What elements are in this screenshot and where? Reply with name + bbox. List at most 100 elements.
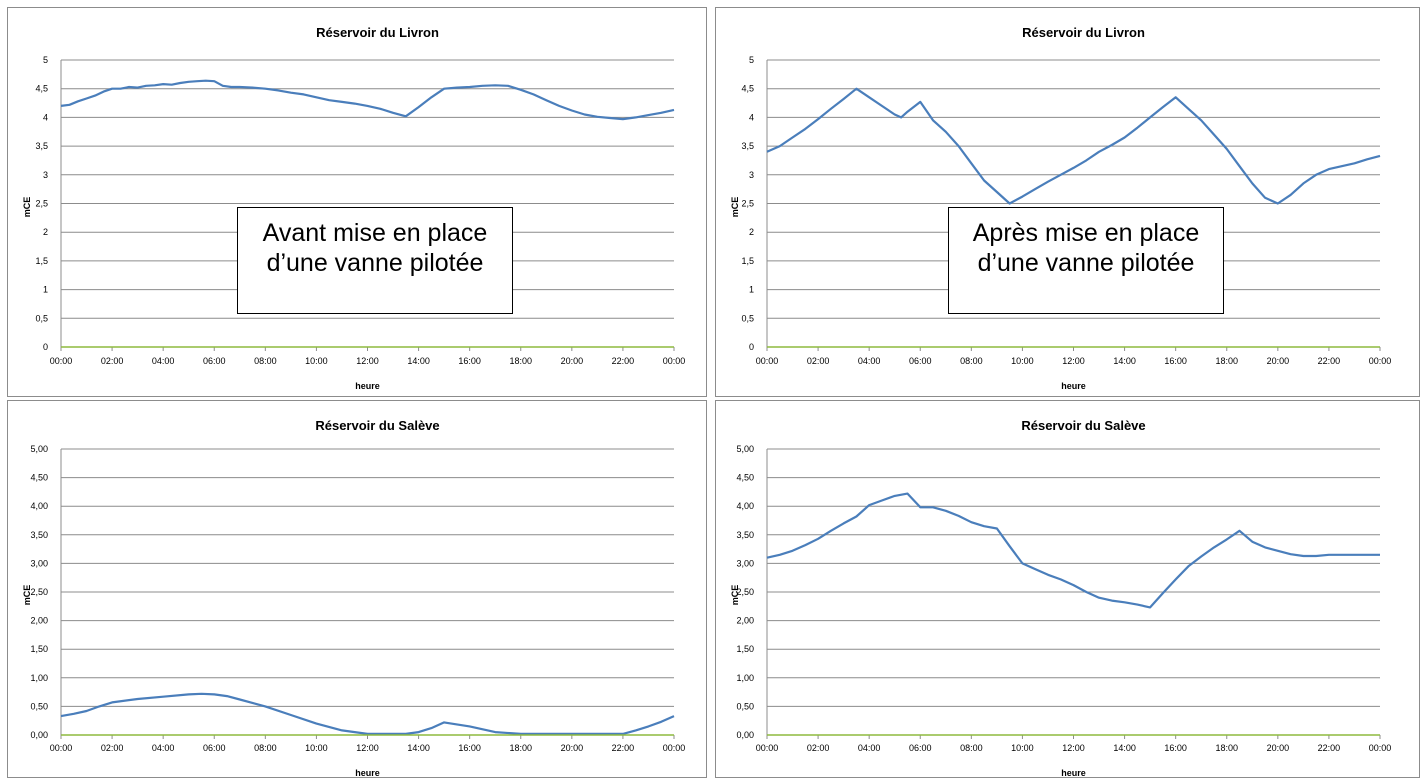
x-tick-label: 06:00 — [909, 356, 932, 366]
x-tick-label: 14:00 — [407, 743, 430, 753]
x-tick-label: 04:00 — [858, 743, 881, 753]
x-tick-label: 22:00 — [1318, 356, 1341, 366]
y-tick-label: 1,5 — [741, 256, 754, 266]
x-axis-label: heure — [355, 381, 380, 391]
y-axis-label: mCE — [22, 197, 32, 218]
x-tick-label: 18:00 — [1215, 743, 1238, 753]
series-line-level — [60, 79, 675, 121]
y-tick-label: 4,00 — [30, 501, 48, 511]
y-tick-label: 2,50 — [736, 587, 754, 597]
y-tick-label: 3 — [749, 170, 754, 180]
y-tick-label: 0,50 — [30, 701, 48, 711]
x-tick-label: 10:00 — [305, 743, 328, 753]
x-tick-label: 10:00 — [305, 356, 328, 366]
chart-panel-livron-before: Réservoir du Livron 0 0,5 1 1,5 2 2,5 3 3,5 4 4,5 5… — [7, 7, 707, 397]
x-tick-label: 02:00 — [101, 743, 124, 753]
y-axis-label: mCE — [22, 585, 32, 606]
series-line-level — [60, 692, 675, 735]
y-tick-label: 2,50 — [30, 587, 48, 597]
x-tick-label: 08:00 — [254, 356, 277, 366]
y-tick-label: 3 — [43, 170, 48, 180]
chart-title: Réservoir du Livron — [1022, 25, 1145, 40]
x-tick-label: 16:00 — [1164, 356, 1187, 366]
chart-panel-saleve-after: Réservoir du Salève 0,00 0,50 1,00 1,50 2,00 2… — [715, 400, 1420, 778]
x-tick-label: 04:00 — [858, 356, 881, 366]
x-tick-label: 00:00 — [50, 743, 73, 753]
y-tick-label: 5,00 — [30, 444, 48, 454]
y-tick-label: 3,50 — [30, 530, 48, 540]
x-tick-label: 20:00 — [561, 743, 584, 753]
x-tick-label: 08:00 — [960, 356, 983, 366]
x-tick-label: 02:00 — [807, 356, 830, 366]
x-tick-label: 00:00 — [663, 356, 686, 366]
y-tick-label: 1,00 — [736, 673, 754, 683]
x-tick-label: 12:00 — [1062, 356, 1085, 366]
y-tick-label: 4,5 — [35, 84, 48, 94]
chart-svg: Réservoir du Salève 0,00 0,50 1,00 1,50 2,00 2… — [730, 418, 1392, 777]
y-tick-label: 5 — [43, 55, 48, 65]
y-tick-label: 1,00 — [30, 673, 48, 683]
x-tick-label: 18:00 — [509, 356, 532, 366]
y-tick-label: 2 — [749, 227, 754, 237]
y-tick-label: 4,50 — [736, 473, 754, 483]
y-tick-label: 4,00 — [736, 501, 754, 511]
chart-panel-livron-after: Réservoir du Livron 0 0,5 1 1,5 2 2,5 3 3,5 4 4,5 5… — [715, 7, 1420, 397]
y-tick-label: 3,5 — [741, 141, 754, 151]
x-tick-label: 22:00 — [1318, 743, 1341, 753]
y-tick-label: 2,5 — [741, 199, 754, 209]
x-tick-label: 22:00 — [612, 743, 635, 753]
x-tick-label: 14:00 — [407, 356, 430, 366]
y-tick-label: 2,00 — [30, 616, 48, 626]
x-tick-label: 06:00 — [203, 356, 226, 366]
series-line-level — [766, 492, 1380, 609]
chart-svg: Réservoir du Salève 0,00 0,50 1,00 1,50 2,00 2… — [22, 418, 686, 777]
y-tick-label: 5 — [749, 55, 754, 65]
y-tick-label: 3,00 — [30, 558, 48, 568]
y-tick-label: 4 — [43, 112, 48, 122]
y-tick-label: 0,50 — [736, 701, 754, 711]
series-line-level — [766, 87, 1381, 205]
x-tick-label: 02:00 — [807, 743, 830, 753]
x-tick-label: 00:00 — [50, 356, 73, 366]
chart-title: Réservoir du Salève — [1021, 418, 1145, 433]
y-tick-label: 0,00 — [30, 730, 48, 740]
y-tick-label: 2,00 — [736, 616, 754, 626]
chart-title: Réservoir du Salève — [315, 418, 439, 433]
x-tick-label: 08:00 — [960, 743, 983, 753]
x-tick-label: 12:00 — [356, 743, 379, 753]
x-axis-label: heure — [1061, 768, 1086, 777]
x-tick-label: 18:00 — [509, 743, 532, 753]
y-tick-label: 2,5 — [35, 199, 48, 209]
y-tick-label: 0,5 — [741, 313, 754, 323]
y-tick-label: 0 — [43, 342, 48, 352]
x-tick-label: 20:00 — [1267, 356, 1290, 366]
x-tick-label: 00:00 — [1369, 743, 1392, 753]
x-tick-label: 14:00 — [1113, 743, 1136, 753]
x-tick-label: 16:00 — [458, 356, 481, 366]
y-tick-label: 1,5 — [35, 256, 48, 266]
y-tick-label: 3,00 — [736, 558, 754, 568]
y-tick-label: 4 — [749, 112, 754, 122]
y-tick-label: 3,5 — [35, 141, 48, 151]
chart-panel-saleve-before: Réservoir du Salève 0,00 0,50 1,00 1,50 2,00 2… — [7, 400, 707, 778]
x-tick-label: 00:00 — [756, 743, 779, 753]
y-tick-label: 2 — [43, 227, 48, 237]
x-tick-label: 10:00 — [1011, 743, 1034, 753]
y-tick-label: 3,50 — [736, 530, 754, 540]
x-tick-label: 16:00 — [458, 743, 481, 753]
y-tick-label: 1,50 — [30, 644, 48, 654]
x-tick-label: 04:00 — [152, 743, 175, 753]
x-tick-label: 10:00 — [1011, 356, 1034, 366]
x-tick-label: 22:00 — [612, 356, 635, 366]
x-tick-label: 00:00 — [1369, 356, 1392, 366]
x-tick-label: 08:00 — [254, 743, 277, 753]
y-tick-label: 0,5 — [35, 313, 48, 323]
y-tick-label: 1 — [749, 285, 754, 295]
x-axis-label: heure — [1061, 381, 1086, 391]
x-tick-label: 06:00 — [203, 743, 226, 753]
x-tick-label: 00:00 — [663, 743, 686, 753]
x-tick-label: 20:00 — [561, 356, 584, 366]
x-tick-label: 04:00 — [152, 356, 175, 366]
x-tick-label: 18:00 — [1215, 356, 1238, 366]
chart-title: Réservoir du Livron — [316, 25, 439, 40]
